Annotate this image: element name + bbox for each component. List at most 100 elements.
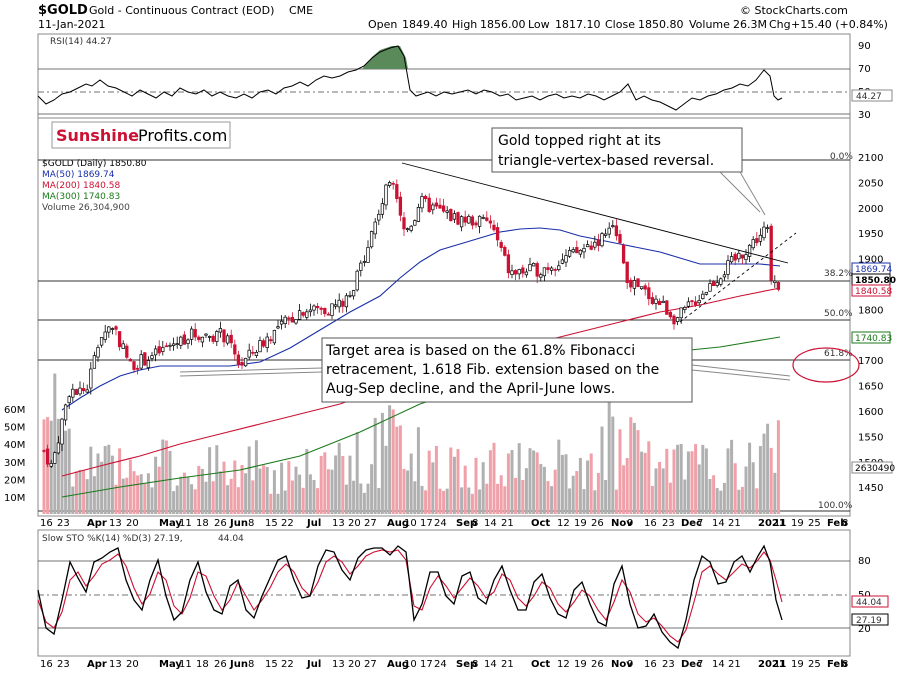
candle-body	[726, 260, 730, 275]
volume-bar	[197, 465, 201, 514]
volume-bar	[182, 472, 186, 514]
volume-bar	[395, 426, 399, 514]
volume-bar	[215, 445, 219, 514]
volume-bar	[730, 439, 734, 514]
candle-body	[611, 225, 615, 227]
volume-bars	[42, 373, 780, 514]
candle-body	[211, 335, 215, 342]
candle-body	[503, 246, 507, 256]
candle-body	[110, 328, 115, 330]
volume-bar	[388, 405, 392, 514]
volume-bar	[578, 457, 582, 514]
volume-bar	[193, 489, 197, 514]
candle-body	[330, 303, 334, 316]
candle-body	[571, 249, 575, 253]
volume-bar	[640, 451, 644, 514]
volume-bar	[359, 483, 363, 514]
candle-body	[319, 307, 323, 310]
fib-label: 50.0%	[824, 309, 853, 319]
volume-bar	[125, 477, 129, 514]
volume-bar	[409, 453, 413, 514]
candle-body	[207, 336, 212, 338]
volume-bar	[366, 483, 370, 514]
volume-bar	[661, 468, 665, 514]
x-tick: Oct	[531, 659, 550, 670]
candle-body	[103, 331, 107, 340]
volume-bar	[226, 485, 230, 514]
candle-body	[737, 252, 741, 260]
candle-body	[117, 331, 122, 348]
candle-body	[463, 216, 467, 223]
volume-bar	[751, 462, 755, 514]
candle-body	[53, 452, 57, 464]
x-tick: 21	[501, 659, 514, 670]
price-tick: 2100	[858, 153, 883, 164]
sto-tick: 20	[858, 624, 871, 635]
volume-bar	[406, 470, 410, 514]
x-tick: 12	[557, 659, 570, 670]
fib-label: 61.8%	[824, 349, 853, 359]
candle-body	[578, 249, 583, 255]
volume-bar	[740, 486, 744, 514]
candle-body	[711, 281, 716, 287]
x-tick: Jul	[306, 518, 321, 529]
candle-body	[254, 352, 259, 356]
candle-body	[81, 388, 86, 392]
volume-tick: 60M	[4, 405, 25, 416]
candle-body	[582, 248, 586, 253]
candle-body	[607, 227, 611, 235]
volume-bar	[161, 439, 165, 514]
x-tick: 7	[697, 659, 703, 670]
candle-body	[402, 217, 406, 230]
candle-body	[585, 244, 590, 248]
candle-body	[697, 299, 701, 304]
candle-body	[161, 347, 165, 352]
x-tick: Jun	[229, 659, 248, 670]
x-tick: 7	[697, 518, 703, 529]
candle-body	[693, 301, 698, 306]
candle-body	[758, 234, 763, 242]
candle-body	[420, 196, 424, 209]
volume-bar	[607, 400, 611, 514]
candle-body	[153, 348, 158, 356]
x-tick: 20	[126, 518, 139, 529]
volume-bar	[532, 450, 536, 514]
volume-bar	[550, 486, 554, 514]
x-tick: 26	[214, 659, 227, 670]
volume-bar	[132, 471, 136, 514]
volume-bar	[341, 456, 345, 514]
volume-bar	[463, 465, 467, 514]
candle-body	[121, 343, 125, 349]
x-tick: Feb	[827, 659, 847, 670]
volume-bar	[643, 452, 647, 514]
candle-body	[189, 328, 194, 340]
candle-body	[542, 267, 547, 277]
legend-ma200: MA(200) 1840.58	[42, 181, 120, 191]
volume-bar	[773, 472, 777, 514]
volume-bar	[146, 473, 150, 514]
candle-body	[261, 340, 266, 347]
candle-body	[193, 329, 197, 338]
volume-bar	[74, 471, 78, 514]
candle-body	[773, 280, 777, 283]
volume-bar	[708, 479, 712, 514]
x-tick: 23	[662, 659, 675, 670]
candle-body	[740, 254, 745, 259]
candle-body	[391, 183, 395, 185]
candle-body	[222, 329, 226, 343]
volume-bar	[287, 461, 291, 514]
watermark: © StockCharts.com	[740, 4, 848, 17]
candle-body	[686, 301, 691, 307]
candle-body	[243, 358, 248, 367]
volume-bar	[89, 446, 93, 514]
volume-bar	[56, 418, 60, 514]
volume-bar	[280, 462, 284, 514]
candle-body	[96, 347, 100, 358]
volume-bar	[269, 493, 273, 514]
volume-bar	[568, 488, 572, 514]
candle-body	[78, 387, 82, 395]
close-label: Close	[605, 18, 635, 31]
x-tick: 25	[808, 659, 821, 670]
chg-label: Chg	[769, 18, 791, 31]
x-tick: 11	[774, 518, 787, 529]
